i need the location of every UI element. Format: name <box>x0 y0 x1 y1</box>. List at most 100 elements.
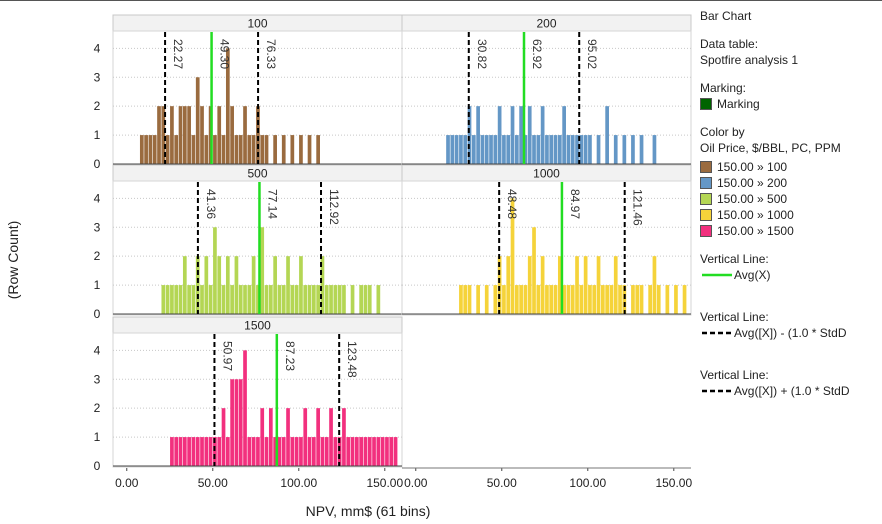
histogram-bar[interactable] <box>557 256 562 314</box>
histogram-bar[interactable] <box>527 256 532 314</box>
histogram-bar[interactable] <box>566 135 571 164</box>
histogram-bar[interactable] <box>191 135 196 164</box>
histogram-bar[interactable] <box>502 285 506 314</box>
histogram-bar[interactable] <box>191 437 196 466</box>
color-legend-item[interactable]: 150.00 » 200 <box>700 175 882 191</box>
histogram-bar[interactable] <box>545 135 549 164</box>
histogram-bar[interactable] <box>213 437 217 466</box>
histogram-bar[interactable] <box>281 135 286 164</box>
histogram-bar[interactable] <box>165 135 170 164</box>
histogram-bar[interactable] <box>497 106 502 164</box>
histogram-bar[interactable] <box>519 285 523 314</box>
histogram-bar[interactable] <box>243 285 247 314</box>
histogram-bar[interactable] <box>635 285 640 314</box>
histogram-bar[interactable] <box>251 256 256 314</box>
histogram-bar[interactable] <box>639 285 644 314</box>
histogram-bar[interactable] <box>251 437 256 466</box>
histogram-bar[interactable] <box>238 285 243 314</box>
histogram-bar[interactable] <box>294 285 299 314</box>
histogram-bar[interactable] <box>532 135 536 164</box>
histogram-bar[interactable] <box>575 135 579 164</box>
histogram-bar[interactable] <box>682 285 687 314</box>
histogram-bar[interactable] <box>230 285 234 314</box>
histogram-bar[interactable] <box>652 256 657 314</box>
histogram-bar[interactable] <box>243 106 247 164</box>
histogram-bar[interactable] <box>605 285 609 314</box>
histogram-bar[interactable] <box>459 135 463 164</box>
histogram-bar[interactable] <box>372 437 376 466</box>
histogram-bar[interactable] <box>277 285 282 314</box>
histogram-bar[interactable] <box>213 135 217 164</box>
histogram-bar[interactable] <box>191 285 196 314</box>
histogram-bar[interactable] <box>230 106 234 164</box>
histogram-bar[interactable] <box>363 437 368 466</box>
histogram-bar[interactable] <box>217 437 222 466</box>
histogram-bar[interactable] <box>380 437 385 466</box>
histogram-bar[interactable] <box>286 256 290 314</box>
histogram-bar[interactable] <box>221 285 226 314</box>
histogram-bar[interactable] <box>652 135 657 164</box>
histogram-bar[interactable] <box>204 256 209 314</box>
histogram-bar[interactable] <box>170 106 174 164</box>
histogram-bar[interactable] <box>553 285 558 314</box>
histogram-bar[interactable] <box>376 285 381 314</box>
histogram-bar[interactable] <box>562 285 566 314</box>
histogram-bar[interactable] <box>605 106 609 164</box>
histogram-bar[interactable] <box>320 437 325 466</box>
panel-1000[interactable]: 1000 48.48 84.97 121.46 <box>401 164 692 316</box>
histogram-bar[interactable] <box>303 285 308 314</box>
histogram-bar[interactable] <box>238 135 243 164</box>
histogram-bar[interactable] <box>238 379 243 466</box>
histogram-bar[interactable] <box>536 285 541 314</box>
panel-1500[interactable]: 1500 50.97 87.23 123.48 <box>112 316 403 468</box>
histogram-bar[interactable] <box>570 285 575 314</box>
panel-500[interactable]: 500 41.36 77.14 112.92 <box>112 164 403 316</box>
histogram-bar[interactable] <box>230 379 234 466</box>
histogram-bar[interactable] <box>545 285 549 314</box>
histogram-bar[interactable] <box>385 437 389 466</box>
histogram-bar[interactable] <box>648 285 652 314</box>
histogram-bar[interactable] <box>299 256 303 314</box>
histogram-bar[interactable] <box>622 285 627 314</box>
histogram-bar[interactable] <box>234 256 239 314</box>
histogram-bar[interactable] <box>329 285 333 314</box>
histogram-bar[interactable] <box>359 285 363 314</box>
histogram-bar[interactable] <box>144 135 148 164</box>
histogram-bar[interactable] <box>609 285 614 314</box>
histogram-bar[interactable] <box>264 285 269 314</box>
histogram-bar[interactable] <box>557 135 562 164</box>
histogram-bar[interactable] <box>532 227 536 314</box>
histogram-bar[interactable] <box>217 256 222 314</box>
histogram-bar[interactable] <box>187 106 191 164</box>
histogram-bar[interactable] <box>316 135 320 164</box>
histogram-bar[interactable] <box>161 285 166 314</box>
histogram-bar[interactable] <box>476 106 480 164</box>
histogram-bar[interactable] <box>195 256 200 314</box>
histogram-bar[interactable] <box>549 285 554 314</box>
histogram-bar[interactable] <box>540 106 545 164</box>
color-legend-item[interactable]: 150.00 » 1000 <box>700 207 882 223</box>
histogram-bar[interactable] <box>256 285 260 314</box>
histogram-bar[interactable] <box>217 106 222 164</box>
histogram-bar[interactable] <box>221 135 226 164</box>
histogram-bar[interactable] <box>311 437 316 466</box>
histogram-bar[interactable] <box>294 437 299 466</box>
histogram-bar[interactable] <box>324 285 329 314</box>
histogram-bar[interactable] <box>523 135 528 164</box>
histogram-bar[interactable] <box>337 285 342 314</box>
histogram-bar[interactable] <box>596 256 601 314</box>
histogram-bar[interactable] <box>446 135 450 164</box>
marking-item[interactable]: Marking <box>700 96 882 112</box>
panel-200[interactable]: 200 30.82 62.92 95.02 <box>401 14 692 166</box>
histogram-bar[interactable] <box>363 285 368 314</box>
histogram-bar[interactable] <box>497 256 502 314</box>
histogram-bar[interactable] <box>221 408 226 466</box>
histogram-bar[interactable] <box>157 106 161 164</box>
histogram-bar[interactable] <box>359 437 363 466</box>
histogram-bar[interactable] <box>204 437 209 466</box>
histogram-bar[interactable] <box>174 285 179 314</box>
line-legend-item[interactable]: Avg([X]) + (1.0 * StdD <box>700 383 882 399</box>
histogram-bar[interactable] <box>393 437 398 466</box>
histogram-bar[interactable] <box>290 135 295 164</box>
